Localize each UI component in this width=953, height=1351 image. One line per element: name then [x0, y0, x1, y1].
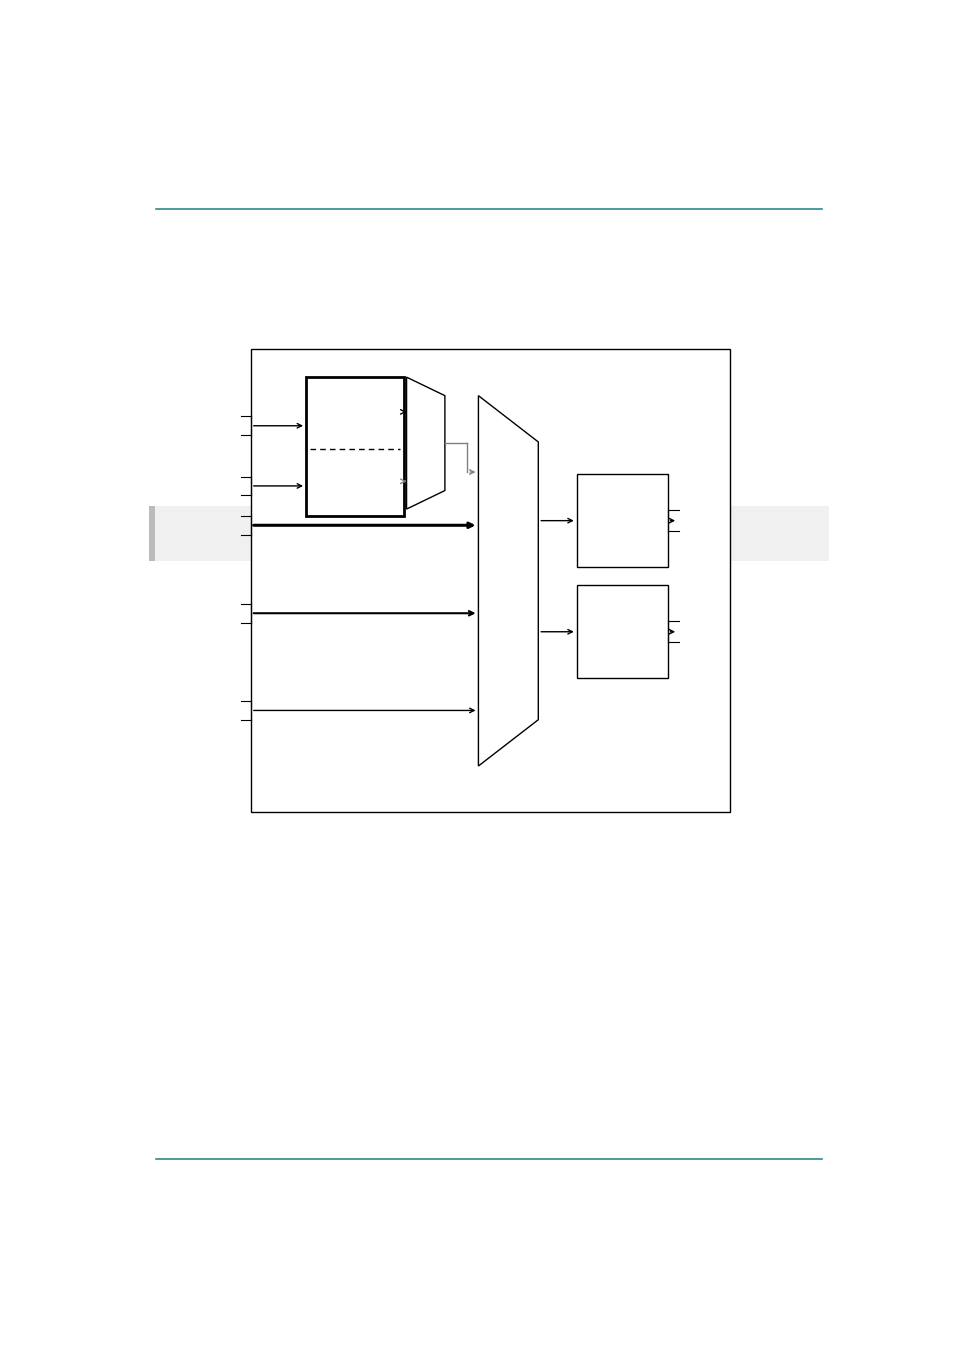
Polygon shape [477, 396, 537, 766]
Bar [576, 474, 667, 567]
Polygon shape [406, 377, 444, 509]
Bar [306, 377, 404, 516]
Bar [149, 507, 155, 561]
Bar [576, 585, 667, 678]
Bar [149, 507, 828, 561]
Bar [251, 350, 729, 812]
